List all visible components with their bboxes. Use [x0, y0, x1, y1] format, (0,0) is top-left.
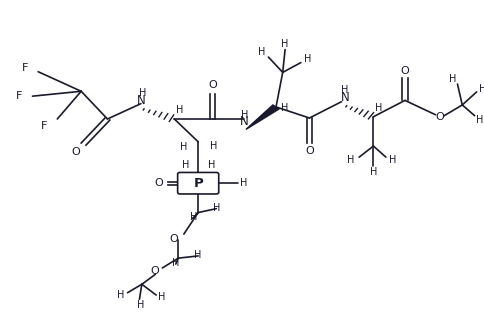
Text: H: H [388, 156, 395, 165]
Text: H: H [181, 160, 189, 170]
Text: N: N [240, 115, 248, 128]
FancyBboxPatch shape [177, 172, 218, 194]
Text: H: H [475, 115, 483, 125]
Text: P: P [193, 177, 203, 190]
Text: O: O [304, 146, 313, 156]
Text: H: H [303, 54, 311, 64]
Text: H: H [137, 300, 144, 310]
Text: H: H [176, 105, 183, 115]
Text: O: O [154, 178, 163, 188]
Text: H: H [280, 103, 287, 112]
Text: H: H [240, 178, 247, 188]
Text: F: F [41, 121, 47, 130]
Text: N: N [340, 91, 348, 104]
Text: H: H [281, 39, 288, 49]
Text: H: H [210, 141, 217, 151]
Text: H: H [340, 85, 348, 95]
Text: H: H [375, 103, 382, 112]
Text: H: H [172, 259, 179, 268]
Text: O: O [208, 81, 216, 90]
Text: H: H [369, 167, 377, 177]
Text: H: H [347, 156, 354, 165]
Polygon shape [245, 105, 279, 129]
Text: H: H [257, 47, 264, 57]
Text: F: F [16, 91, 22, 101]
Text: N: N [136, 94, 145, 107]
Text: H: H [208, 160, 215, 170]
Text: O: O [400, 66, 408, 76]
Text: O: O [71, 147, 80, 156]
Text: F: F [22, 64, 28, 73]
Text: H: H [448, 74, 455, 84]
Text: H: H [189, 213, 197, 222]
Text: O: O [151, 266, 159, 276]
Text: H: H [158, 292, 165, 302]
Text: H: H [117, 290, 124, 300]
Text: H: H [478, 84, 484, 94]
Text: O: O [434, 112, 443, 122]
Text: H: H [212, 203, 220, 213]
Text: H: H [180, 142, 187, 152]
Text: H: H [138, 88, 146, 98]
Text: O: O [168, 234, 177, 244]
Text: H: H [241, 110, 248, 120]
Text: H: H [194, 250, 201, 260]
